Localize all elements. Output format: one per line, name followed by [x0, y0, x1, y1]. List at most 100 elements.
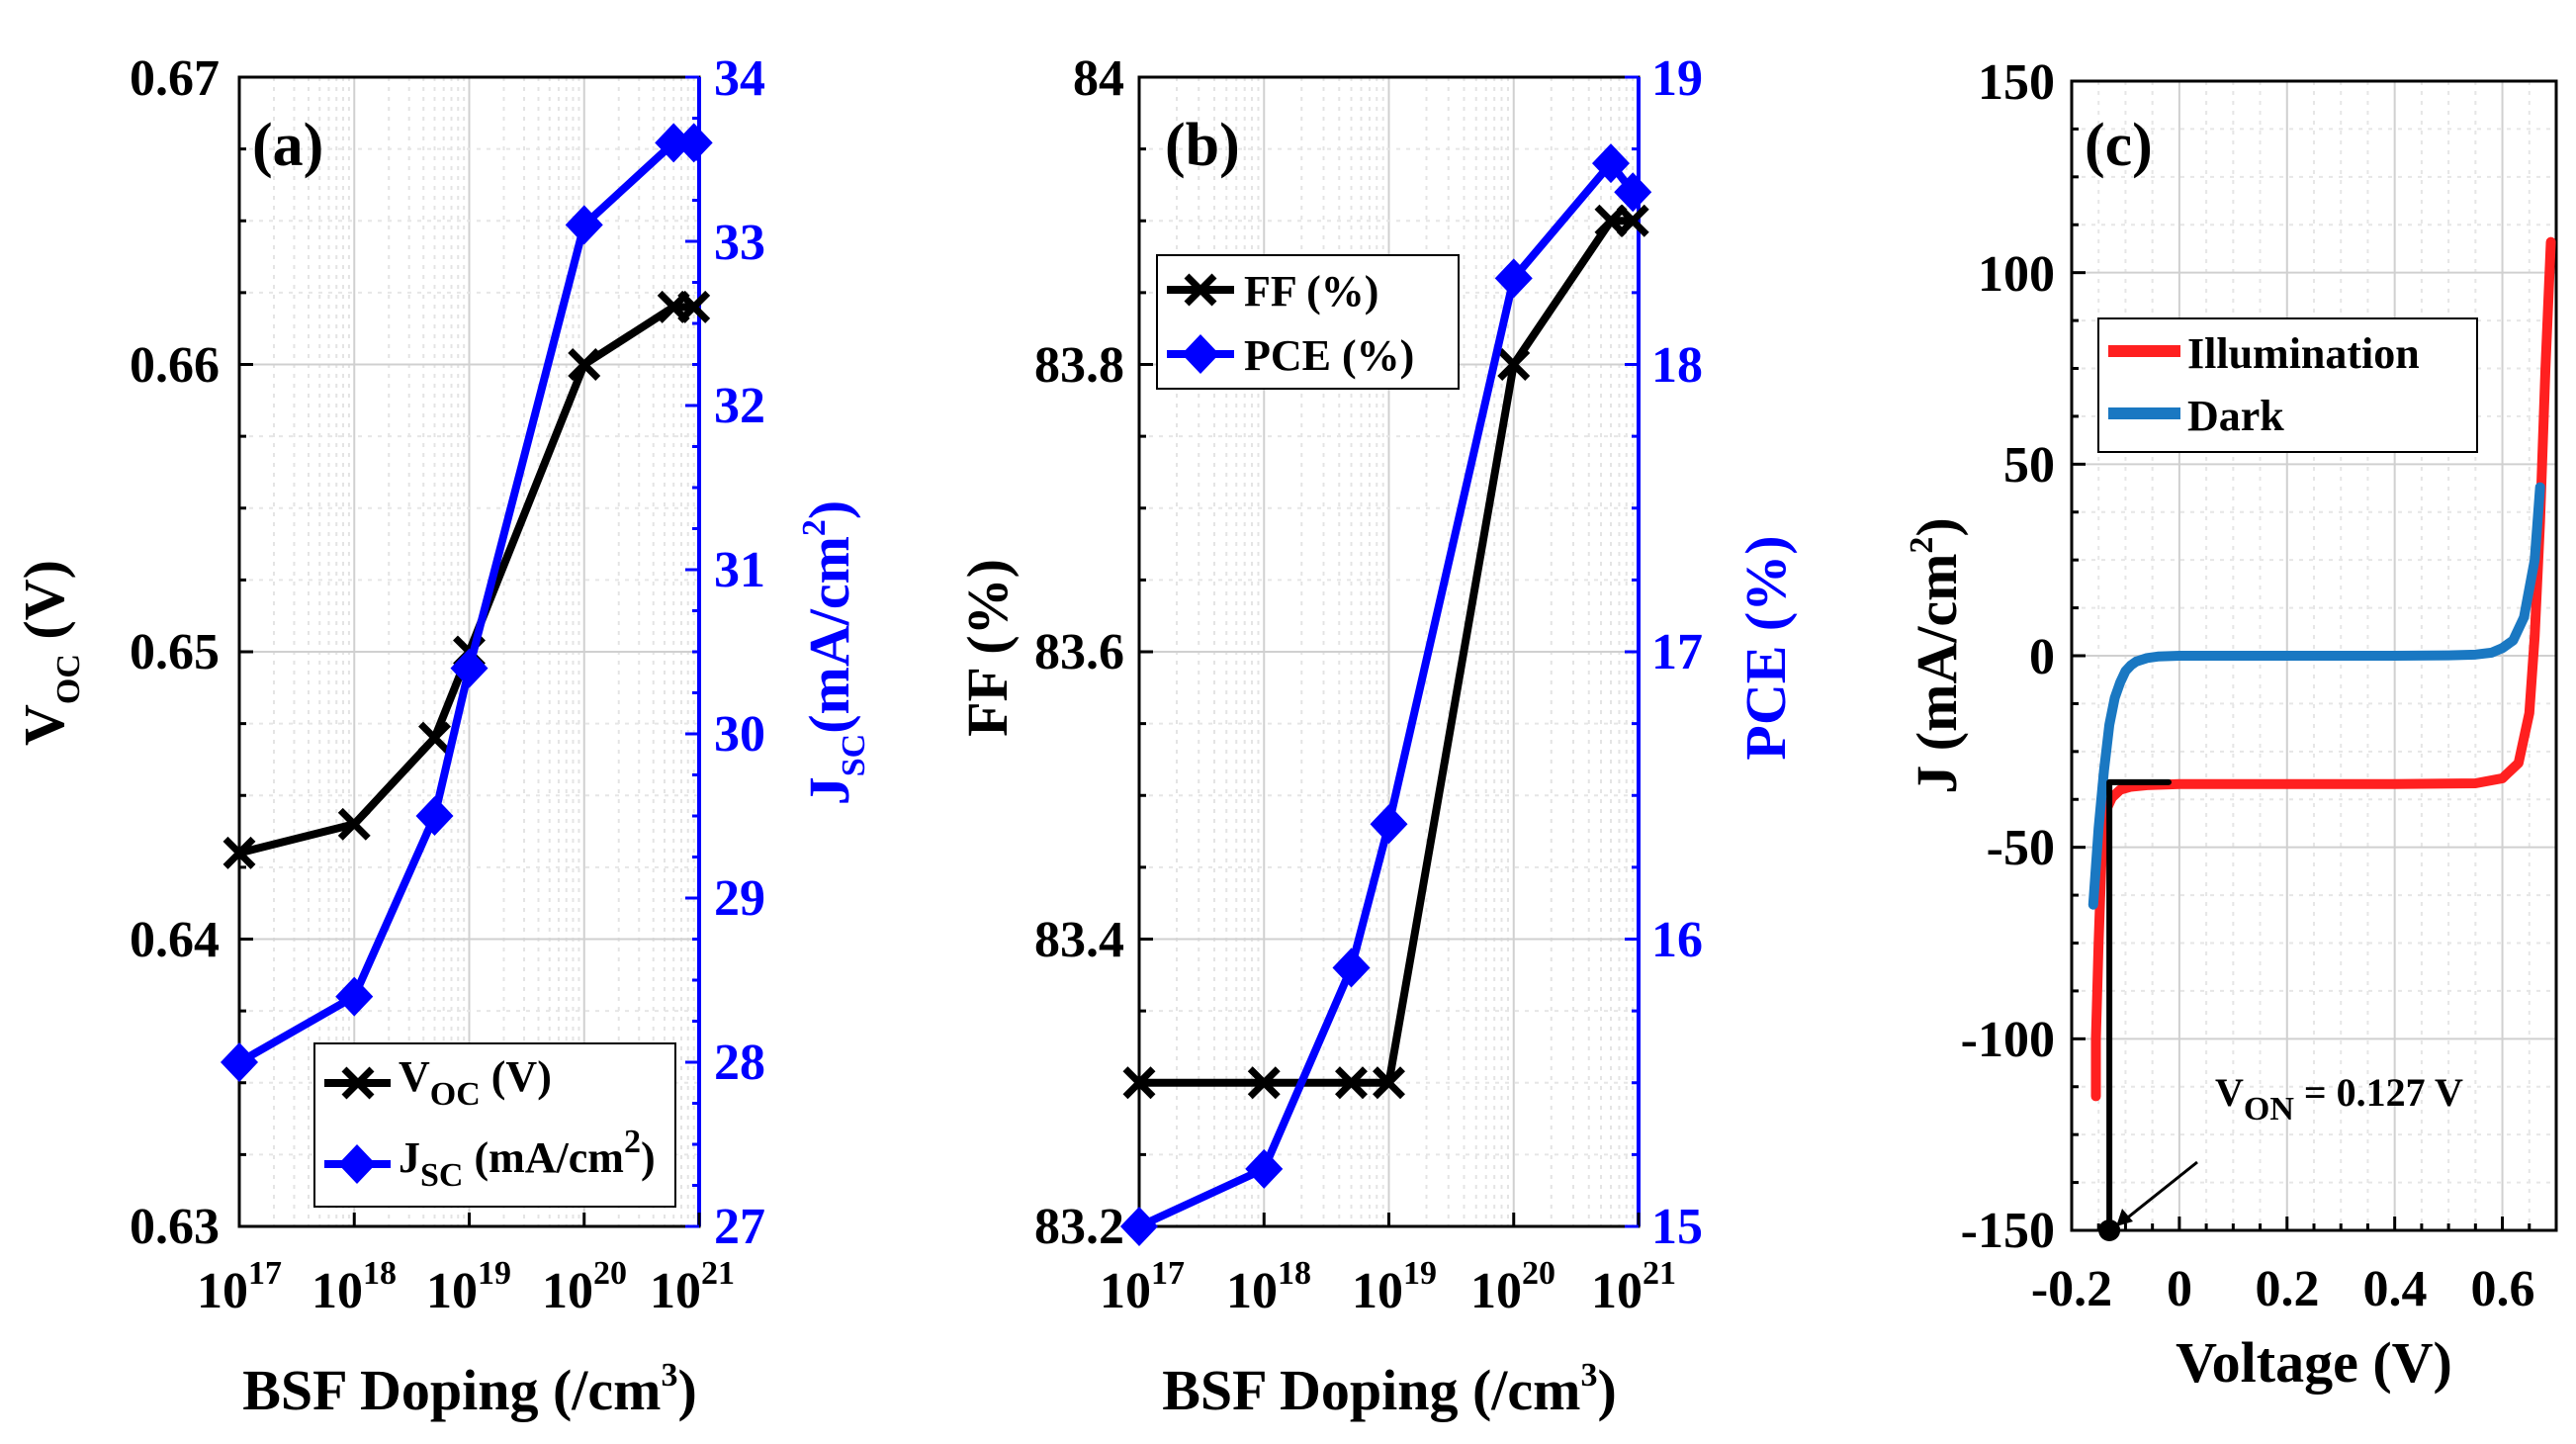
a-series-marker-diamond: [221, 1042, 258, 1082]
panel-a-ticks: [237, 75, 701, 1228]
c-ytick-2: -50: [1987, 820, 2055, 876]
a-xtick-0: 1017: [197, 1255, 282, 1319]
b-xtick-0: 1017: [1100, 1255, 1185, 1319]
b-ylabel-right: PCE (%): [1733, 535, 1798, 760]
c-xtick-3: 0.4: [2363, 1261, 2428, 1317]
b-xtick-1: 1018: [1226, 1255, 1311, 1319]
c-xtick-2: 0.2: [2256, 1261, 2320, 1317]
b-ytick-right-0: 15: [1651, 1199, 1703, 1255]
b-ylabel-left: FF (%): [955, 559, 1020, 737]
b-ytick-left-0: 83.2: [1034, 1199, 1124, 1255]
panel-b-grid: [1138, 76, 1640, 1227]
b-ytick-left-1: 83.4: [1034, 912, 1124, 968]
a-xtick-2: 1019: [426, 1255, 511, 1319]
b-series-marker-x: [1335, 1066, 1368, 1100]
b-series-marker-x: [1122, 1066, 1156, 1100]
b-xtick-2: 1019: [1352, 1255, 1437, 1319]
a-series-line-1: [237, 138, 694, 1066]
panel-a: (a) 0.63 0.64 0.65 0.66 0.67 27 28 29 30…: [12, 50, 872, 1422]
b-xtick-4: 1021: [1591, 1255, 1676, 1319]
a-series-marker-diamond: [565, 205, 603, 245]
a-series-marker-x: [418, 721, 451, 755]
c-xtick-1: 0: [2167, 1261, 2192, 1317]
c-ytick-1: -100: [1961, 1012, 2055, 1068]
b-series-marker-diamond: [1591, 143, 1630, 184]
b-legend-marker-pce: [1182, 334, 1219, 374]
c-xlabel: Voltage (V): [2176, 1330, 2452, 1395]
a-legend-marker-voc: [341, 1066, 375, 1100]
a-xlabel: BSF Doping (/cm3): [242, 1357, 697, 1422]
a-legend-box: [313, 1042, 676, 1208]
b-series-marker-diamond: [1245, 1148, 1284, 1189]
a-series-marker-x: [337, 807, 371, 841]
b-series-marker-x: [1247, 1066, 1281, 1100]
b-series-marker-x: [1497, 348, 1531, 381]
c-legend-text-illumination: Illumination: [2187, 329, 2420, 378]
c-ytick-5: 100: [1978, 246, 2055, 303]
b-series-marker-diamond: [1614, 172, 1652, 213]
von-arrowhead: [2116, 1209, 2133, 1226]
c-von-construction-line: [2106, 778, 2172, 1233]
panel-b: (b) 83.2 83.4 83.6 83.8 84 15 16 17 18 1…: [955, 50, 1798, 1422]
a-ytick-right-4: 31: [714, 542, 765, 598]
b-ytick-right-4: 19: [1651, 50, 1703, 107]
c-ytick-6: 150: [1978, 54, 2055, 111]
a-ytick-right-3: 30: [714, 706, 765, 763]
b-series-marker-diamond: [1120, 1207, 1158, 1246]
panel-b-label: (b): [1165, 112, 1240, 179]
c-ytick-3: 0: [2029, 629, 2055, 685]
panel-a-label: (a): [252, 112, 323, 179]
von-arrow-line: [2123, 1160, 2198, 1222]
a-ylabel-left: VOC (V): [12, 560, 87, 746]
panel-b-series: [1120, 143, 1652, 1246]
b-xtick-3: 1020: [1470, 1255, 1555, 1319]
c-xtick-4: 0.6: [2471, 1261, 2535, 1317]
c-illumination-curve: [2090, 236, 2556, 1102]
panel-c-label: (c): [2085, 112, 2153, 179]
a-xtick-3: 1020: [542, 1255, 627, 1319]
a-series-marker-x: [677, 290, 711, 323]
a-series-marker-diamond: [335, 976, 374, 1017]
a-ytick-right-1: 28: [714, 1035, 765, 1091]
von-annotation: VON = 0.127 V: [2116, 1070, 2463, 1226]
a-series-marker-x: [568, 348, 601, 381]
b-legend-text-pce: PCE (%): [1244, 331, 1414, 380]
a-ytick-left-2: 0.65: [130, 624, 220, 680]
a-series-marker-diamond: [655, 123, 693, 163]
b-series-marker-x: [1373, 1066, 1405, 1100]
b-ytick-left-3: 83.8: [1034, 337, 1124, 394]
b-ytick-left-2: 83.6: [1034, 624, 1124, 680]
a-series-marker-diamond: [415, 796, 454, 836]
a-ytick-right-7: 34: [714, 50, 765, 107]
c-legend-box: [2097, 317, 2478, 453]
c-ytick-0: -150: [1961, 1203, 2055, 1259]
b-ytick-right-2: 17: [1651, 624, 1703, 680]
b-ytick-left-4: 84: [1073, 50, 1124, 107]
b-ytick-right-1: 16: [1651, 912, 1703, 968]
b-series-marker-diamond: [1332, 948, 1371, 988]
c-ylabel: J (mA/cm2): [1904, 517, 1969, 794]
a-ylabel-right: JSC(mA/cm2): [796, 500, 872, 805]
b-series-marker-x: [1616, 204, 1649, 237]
panel-c-series: [2087, 236, 2556, 1241]
a-ytick-right-2: 29: [714, 870, 765, 927]
b-series-marker-diamond: [1494, 258, 1533, 299]
a-legend-text-voc: VOC (V): [399, 1052, 552, 1113]
b-series-marker-diamond: [1370, 804, 1408, 845]
panel-c-ticks: [2070, 79, 2558, 1232]
a-ytick-left-4: 0.67: [130, 50, 220, 107]
c-von-point: [2098, 1219, 2121, 1241]
b-legend-marker-ff: [1184, 273, 1217, 307]
panel-c: (c) -150 -100 -50 0 50 100 150 -0.2 0 0.…: [1904, 54, 2558, 1395]
b-ytick-right-3: 18: [1651, 337, 1703, 394]
panel-a-legend: VOC (V) JSC (mA/cm2): [313, 1042, 676, 1208]
a-xtick-1: 1018: [311, 1255, 397, 1319]
a-series-marker-diamond: [674, 123, 713, 163]
c-ytick-4: 50: [2003, 437, 2055, 494]
panel-a-series: [221, 123, 713, 1082]
a-legend-marker-jsc: [338, 1144, 376, 1184]
a-legend-text-jsc: JSC (mA/cm2): [399, 1124, 656, 1194]
a-ytick-left-3: 0.66: [130, 337, 220, 394]
a-xtick-4: 1021: [650, 1255, 735, 1319]
panel-b-legend: FF (%) PCE (%): [1156, 254, 1460, 390]
